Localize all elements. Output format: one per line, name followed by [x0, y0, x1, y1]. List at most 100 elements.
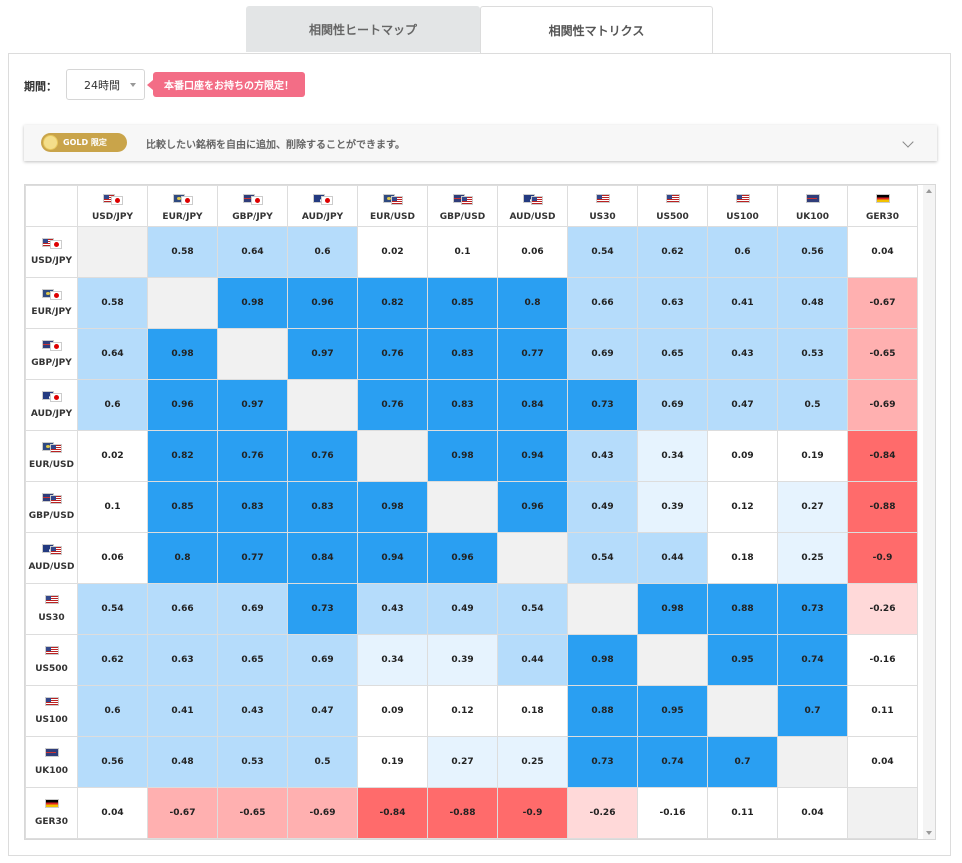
row-header: US500	[25, 634, 78, 686]
index-flag-icon	[735, 194, 750, 207]
correlation-cell: 0.63	[147, 634, 218, 686]
column-header: GBP/USD	[427, 185, 498, 227]
index-flag-icon	[44, 748, 59, 761]
column-header: US100	[707, 185, 778, 227]
correlation-cell: 0.98	[637, 583, 708, 635]
gold-feature-bar[interactable]: GOLD 限定 比較したい銘柄を自由に追加、削除することができます。	[24, 125, 937, 161]
correlation-cell: 0.56	[777, 226, 848, 278]
correlation-cell: 0.94	[357, 532, 428, 584]
correlation-cell: 0.8	[147, 532, 218, 584]
currency-pair-flag-icon	[522, 194, 543, 205]
correlation-cell: 0.95	[637, 685, 708, 737]
matrix-row: EUR/USD 0.02 0.82 0.76 0.76 0.98 0.94 0.43 0.34 0…	[25, 430, 918, 482]
row-header-label: AUD/JPY	[30, 409, 73, 419]
currency-pair-flag-icon	[41, 289, 62, 300]
correlation-cell: -0.65	[847, 328, 918, 380]
correlation-cell: 0.74	[637, 736, 708, 788]
correlation-cell: 0.25	[777, 532, 848, 584]
currency-pair-flag-icon	[41, 238, 62, 249]
correlation-cell: 0.58	[77, 277, 148, 329]
index-flag-icon	[44, 595, 59, 608]
correlation-cell: -0.9	[847, 532, 918, 584]
tab-bar: 相関性ヒートマップ 相関性マトリクス	[246, 6, 713, 54]
diagonal-cell	[637, 634, 708, 686]
diagonal-cell	[427, 481, 498, 533]
correlation-cell: 0.77	[217, 532, 288, 584]
column-header-label: UK100	[795, 212, 830, 222]
correlation-cell: 0.65	[637, 328, 708, 380]
correlation-cell: 0.43	[357, 583, 428, 635]
diagonal-cell	[847, 787, 918, 839]
correlation-cell: 0.04	[77, 787, 148, 839]
matrix-row: GER30 0.04 -0.67 -0.65 -0.69 -0.84 -0.88 -0.9 -0…	[25, 787, 918, 839]
correlation-cell: 0.63	[637, 277, 708, 329]
diagonal-cell	[357, 430, 428, 482]
chevron-down-icon[interactable]	[902, 136, 914, 148]
currency-pair-flag-icon	[102, 194, 123, 205]
row-header: EUR/USD	[25, 430, 78, 482]
correlation-cell: 0.1	[77, 481, 148, 533]
index-flag-icon	[875, 194, 890, 207]
correlation-cell: 0.7	[777, 685, 848, 737]
correlation-cell: 0.69	[567, 328, 638, 380]
row-header-label: UK100	[34, 766, 69, 776]
column-header: AUD/USD	[497, 185, 568, 227]
correlation-cell: 0.54	[497, 583, 568, 635]
matrix-row: AUD/JPY 0.6 0.96 0.97 0.76 0.83 0.84 0.73 0.69 0.…	[25, 379, 918, 431]
scroll-down-icon[interactable]	[926, 831, 932, 835]
matrix-corner	[25, 185, 78, 227]
currency-pair-flag-icon	[41, 391, 62, 402]
correlation-cell: -0.69	[287, 787, 358, 839]
currency-pair-flag-icon	[172, 194, 193, 205]
tab-matrix[interactable]: 相関性マトリクス	[480, 6, 713, 54]
correlation-cell: -0.88	[427, 787, 498, 839]
column-header-label: GBP/JPY	[232, 212, 273, 222]
column-header: GER30	[847, 185, 918, 227]
column-header: USD/JPY	[77, 185, 148, 227]
caret-down-icon	[130, 83, 136, 87]
correlation-cell: 0.98	[427, 430, 498, 482]
column-header-label: GER30	[866, 212, 899, 222]
correlation-cell: -0.88	[847, 481, 918, 533]
correlation-cell: 0.88	[707, 583, 778, 635]
period-select[interactable]: 24時間	[66, 69, 145, 100]
correlation-cell: 0.97	[217, 379, 288, 431]
correlation-cell: 0.1	[427, 226, 498, 278]
matrix-row: US30 0.54 0.66 0.69 0.73 0.43 0.49 0.54 0.98 0.88…	[25, 583, 918, 635]
matrix-row: UK100 0.56 0.48 0.53 0.5 0.19 0.27 0.25 0.73 0.74…	[25, 736, 918, 788]
tab-heatmap[interactable]: 相関性ヒートマップ	[246, 6, 480, 52]
correlation-cell: 0.98	[147, 328, 218, 380]
correlation-cell: -0.26	[567, 787, 638, 839]
row-header: GBP/USD	[25, 481, 78, 533]
correlation-cell: 0.54	[77, 583, 148, 635]
correlation-cell: 0.96	[287, 277, 358, 329]
correlation-cell: 0.73	[777, 583, 848, 635]
correlation-cell: 0.98	[217, 277, 288, 329]
diagonal-cell	[287, 379, 358, 431]
correlation-cell: 0.09	[357, 685, 428, 737]
currency-pair-flag-icon	[452, 194, 473, 205]
scrollbar[interactable]	[923, 185, 935, 839]
correlation-cell: 0.25	[497, 736, 568, 788]
correlation-cell: 0.12	[707, 481, 778, 533]
column-header-label: EUR/JPY	[162, 212, 203, 222]
row-header: GBP/JPY	[25, 328, 78, 380]
correlation-cell: 0.97	[287, 328, 358, 380]
correlation-cell: 0.43	[567, 430, 638, 482]
correlation-cell: 0.48	[777, 277, 848, 329]
column-header: UK100	[777, 185, 848, 227]
correlation-cell: 0.74	[777, 634, 848, 686]
correlation-cell: 0.73	[287, 583, 358, 635]
correlation-cell: 0.12	[427, 685, 498, 737]
scroll-up-icon[interactable]	[926, 189, 932, 193]
index-flag-icon	[44, 799, 59, 812]
correlation-cell: 0.6	[707, 226, 778, 278]
correlation-cell: 0.18	[497, 685, 568, 737]
correlation-cell: 0.09	[707, 430, 778, 482]
correlation-cell: 0.73	[567, 736, 638, 788]
row-header: USD/JPY	[25, 226, 78, 278]
correlation-cell: 0.02	[77, 430, 148, 482]
currency-pair-flag-icon	[312, 194, 333, 205]
row-header-label: US30	[38, 613, 65, 623]
correlation-cell: 0.49	[427, 583, 498, 635]
